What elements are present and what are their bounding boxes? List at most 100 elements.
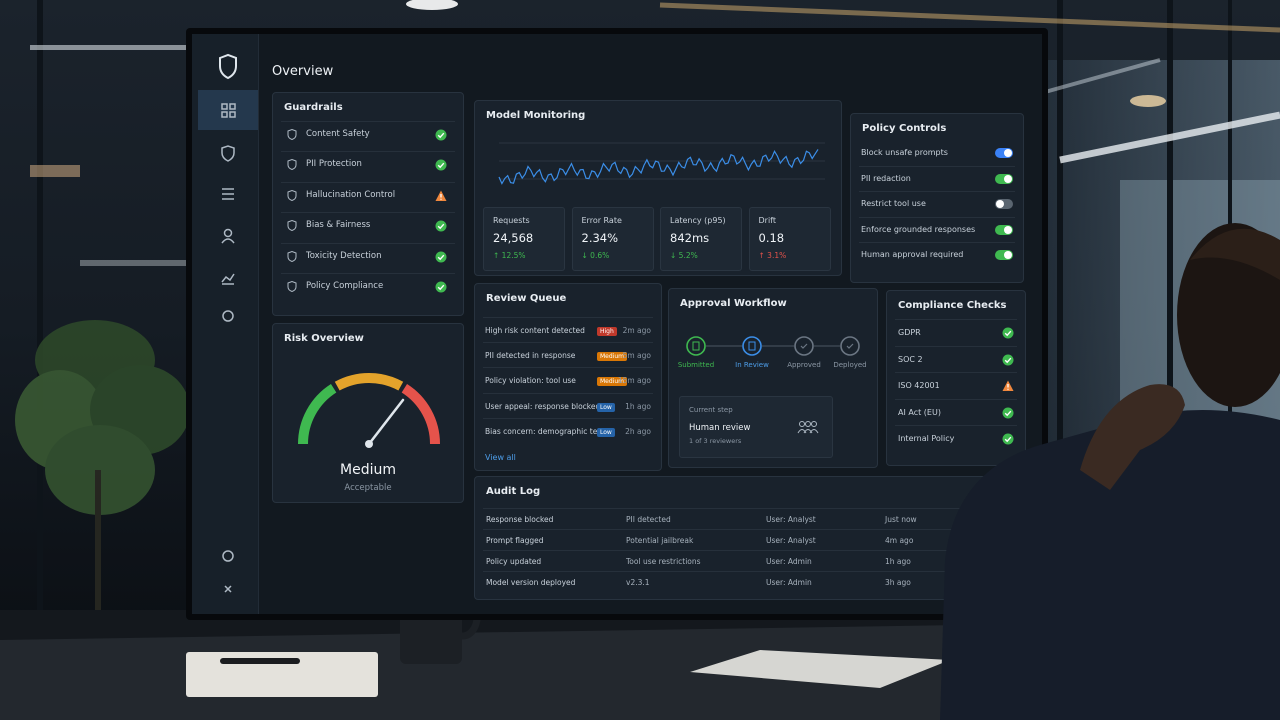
nav-list[interactable]: [222, 188, 234, 200]
check-mark: [437, 163, 445, 169]
audit-cell: Policy updated: [486, 557, 542, 566]
audit-cell: 1h ago: [885, 557, 911, 566]
divider: [895, 319, 1017, 320]
audit-cell: Potential jailbreak: [626, 536, 694, 545]
policy-toggle[interactable]: [995, 199, 1013, 209]
divider: [859, 242, 1015, 243]
guardrail-label: Content Safety: [306, 129, 370, 139]
item-icon: [287, 220, 297, 232]
policy-toggle[interactable]: [995, 250, 1013, 260]
audit-cell: Tool use restrictions: [626, 557, 701, 566]
approval-workflow-panel: Approval Workflow Submitted In Review Appro…: [668, 288, 878, 468]
reviewer-body: [809, 429, 819, 434]
check-mark: [1004, 357, 1012, 363]
stat-card: Latency (p95) 842ms ↓ 5.2%: [660, 207, 742, 271]
guardrail-label: Hallucination Control: [306, 189, 396, 200]
review-item[interactable]: Bias concern: demographic term: [485, 426, 608, 436]
shield: [287, 250, 297, 262]
risk-note: Acceptable: [344, 483, 392, 493]
review-item[interactable]: User appeal: response blocked: [485, 401, 601, 411]
status-ok: [435, 251, 447, 263]
check-mark: [437, 223, 445, 230]
item-icon: [287, 189, 297, 201]
gauge-band: [334, 373, 404, 391]
sidebar: [192, 34, 259, 614]
stat-label: Requests: [493, 216, 530, 225]
nav-guardrails[interactable]: [221, 145, 235, 162]
reviewer-head: [799, 421, 805, 427]
current-step-card: Current step Human review 1 of 3 reviewers: [679, 396, 833, 458]
status-ok: [435, 159, 447, 171]
panel-title: Policy Controls: [862, 123, 947, 134]
reviewer-head: [805, 421, 811, 427]
nav-active[interactable]: [198, 90, 258, 130]
shield: [287, 159, 297, 171]
status-ok: [435, 281, 447, 293]
review-time: 5m ago: [622, 351, 651, 361]
reviewer-head: [811, 421, 817, 427]
audit-cell: User: Analyst: [766, 515, 816, 524]
review-item[interactable]: Policy violation: tool use: [485, 376, 576, 386]
review-tag: Medium: [597, 352, 627, 362]
divider: [483, 417, 653, 419]
guardrail-label: Policy Compliance: [306, 281, 384, 291]
guardrail-label: Toxicity Detection: [306, 250, 382, 261]
nav-history[interactable]: [222, 550, 234, 562]
policy-toggle[interactable]: [995, 224, 1013, 235]
toggle-knob: [996, 200, 1004, 208]
step-circle: [742, 336, 762, 356]
review-item[interactable]: High risk content detected: [485, 326, 585, 335]
toggle-knob: [1004, 251, 1012, 259]
review-item[interactable]: PII detected in response: [485, 351, 576, 361]
policy-toggle[interactable]: [995, 173, 1013, 184]
view-all-link[interactable]: View all: [485, 453, 516, 462]
step-label: Approved: [787, 361, 821, 369]
check-circle: [1002, 433, 1014, 445]
audit-log-panel: Audit Log Response blocked PII detected Use…: [474, 476, 1028, 600]
divider: [483, 571, 1019, 572]
audit-cell: Just now: [885, 515, 917, 524]
review-tag: Low: [597, 402, 615, 412]
step-check: [846, 343, 854, 349]
panel-title: Risk Overview: [284, 333, 364, 344]
risk-level: Medium: [340, 462, 396, 478]
item-icon: [287, 129, 297, 140]
shield: [287, 129, 297, 140]
review-time: 1h ago: [625, 401, 651, 411]
stat-card: Error Rate 2.34% ↓ 0.6%: [571, 207, 654, 271]
compliance-label: AI Act (EU): [898, 407, 941, 417]
check-circle: [435, 159, 447, 171]
check-circle: [435, 129, 447, 141]
reviewer-body: [803, 429, 813, 434]
policy-toggle[interactable]: [995, 148, 1013, 158]
divider: [483, 508, 1019, 509]
stat-value: 2.34%: [581, 231, 619, 245]
divider: [281, 151, 455, 153]
shield: [287, 220, 297, 232]
divider: [281, 212, 455, 214]
sidebar-icons: [198, 53, 258, 593]
divider: [895, 372, 1017, 373]
nav-settings[interactable]: [222, 310, 234, 322]
nav-users[interactable]: [221, 228, 235, 244]
step-circle: [794, 336, 814, 356]
check-mark: [437, 254, 445, 260]
stat-change: ↓ 0.6%: [581, 251, 610, 260]
panel-title: Guardrails: [284, 102, 343, 113]
policy-label: Restrict tool use: [861, 199, 926, 208]
check-circle: [1002, 354, 1014, 365]
nav-collapse[interactable]: [224, 585, 232, 593]
panel-title: Model Monitoring: [486, 110, 586, 121]
reviewers-icon: [797, 421, 819, 434]
gauge-hub: [365, 440, 373, 448]
current-step-caption: Current step: [689, 406, 733, 414]
nav-analytics[interactable]: [221, 273, 235, 285]
divider: [281, 242, 455, 244]
nav-overview[interactable]: [221, 103, 236, 118]
review-time: 2m ago: [622, 326, 651, 335]
guardrails-panel: Guardrails Content Safety PII Protection Ha…: [272, 92, 464, 316]
compliance-label: Internal Policy: [898, 434, 955, 443]
review-time: 2h ago: [625, 426, 651, 436]
check-circle: [435, 251, 447, 263]
gauge-band: [401, 384, 440, 445]
